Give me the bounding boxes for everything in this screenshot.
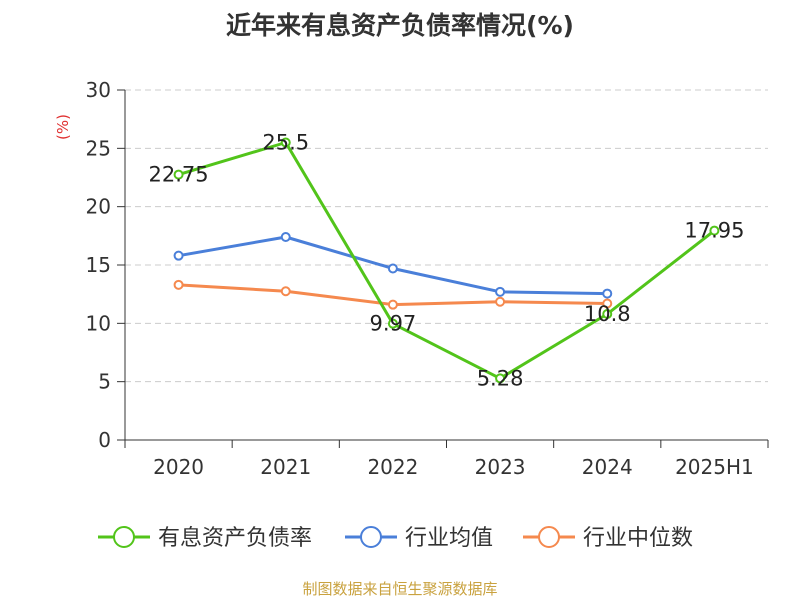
data-label: 10.8 [584,302,631,326]
x-tick-label: 2024 [582,455,633,479]
legend-label: 行业中位数 [583,526,693,551]
y-tick-label: 30 [86,78,111,102]
data-point [602,309,613,319]
legend: 有息资产负债率 行业均值 行业中位数 [98,526,693,551]
data-point [602,298,613,309]
data-point [280,286,291,297]
y-tick-label: 15 [86,253,111,277]
series-line [178,141,716,380]
x-axis: 2020 2021 2022 2023 2024 2025H1 [124,439,769,479]
x-tick-label: 2022 [367,455,418,479]
data-point [387,318,398,329]
source-note: 制图数据来自恒生聚源数据库 [302,580,498,598]
y-axis: 0 5 10 15 20 25 30 (%) [54,78,126,452]
legend-label: 行业均值 [405,526,493,551]
data-point [495,286,506,297]
y-tick-label: 25 [86,136,111,160]
y-tick-label: 0 [98,428,111,452]
y-tick-label: 20 [86,195,111,219]
series-lines [178,141,716,380]
data-point [280,232,291,242]
y-tick-label: 10 [86,311,111,335]
legend-marker [113,526,135,548]
data-label: 9.97 [370,312,417,336]
y-tick-label: 5 [98,370,111,394]
data-point [280,137,291,148]
x-tick-label: 2025H1 [675,455,754,479]
data-label: 22.75 [149,163,209,187]
data-point [387,263,398,274]
data-point [173,250,184,261]
legend-marker [360,526,382,548]
data-label: 25.5 [262,131,309,155]
data-point [495,296,506,307]
chart-title: 近年来有息资产负债率情况(%) [226,11,574,40]
data-point [495,373,506,384]
series-points [173,137,720,384]
x-tick-label: 2021 [260,455,311,479]
x-tick-label: 2023 [475,455,526,479]
data-point [709,225,720,236]
data-label: 17.95 [684,219,744,243]
data-point [173,169,184,180]
data-label: 5.28 [477,366,524,390]
grid-lines [125,89,768,383]
legend-marker [538,526,560,548]
y-axis-label: (%) [54,114,72,140]
x-tick-label: 2020 [153,455,204,479]
data-labels: 22.75 25.5 9.97 5.28 10.8 17.95 [149,131,745,391]
data-point [387,299,398,310]
data-point [602,288,613,299]
legend-label: 有息资产负债率 [158,526,312,551]
data-point [173,279,184,290]
